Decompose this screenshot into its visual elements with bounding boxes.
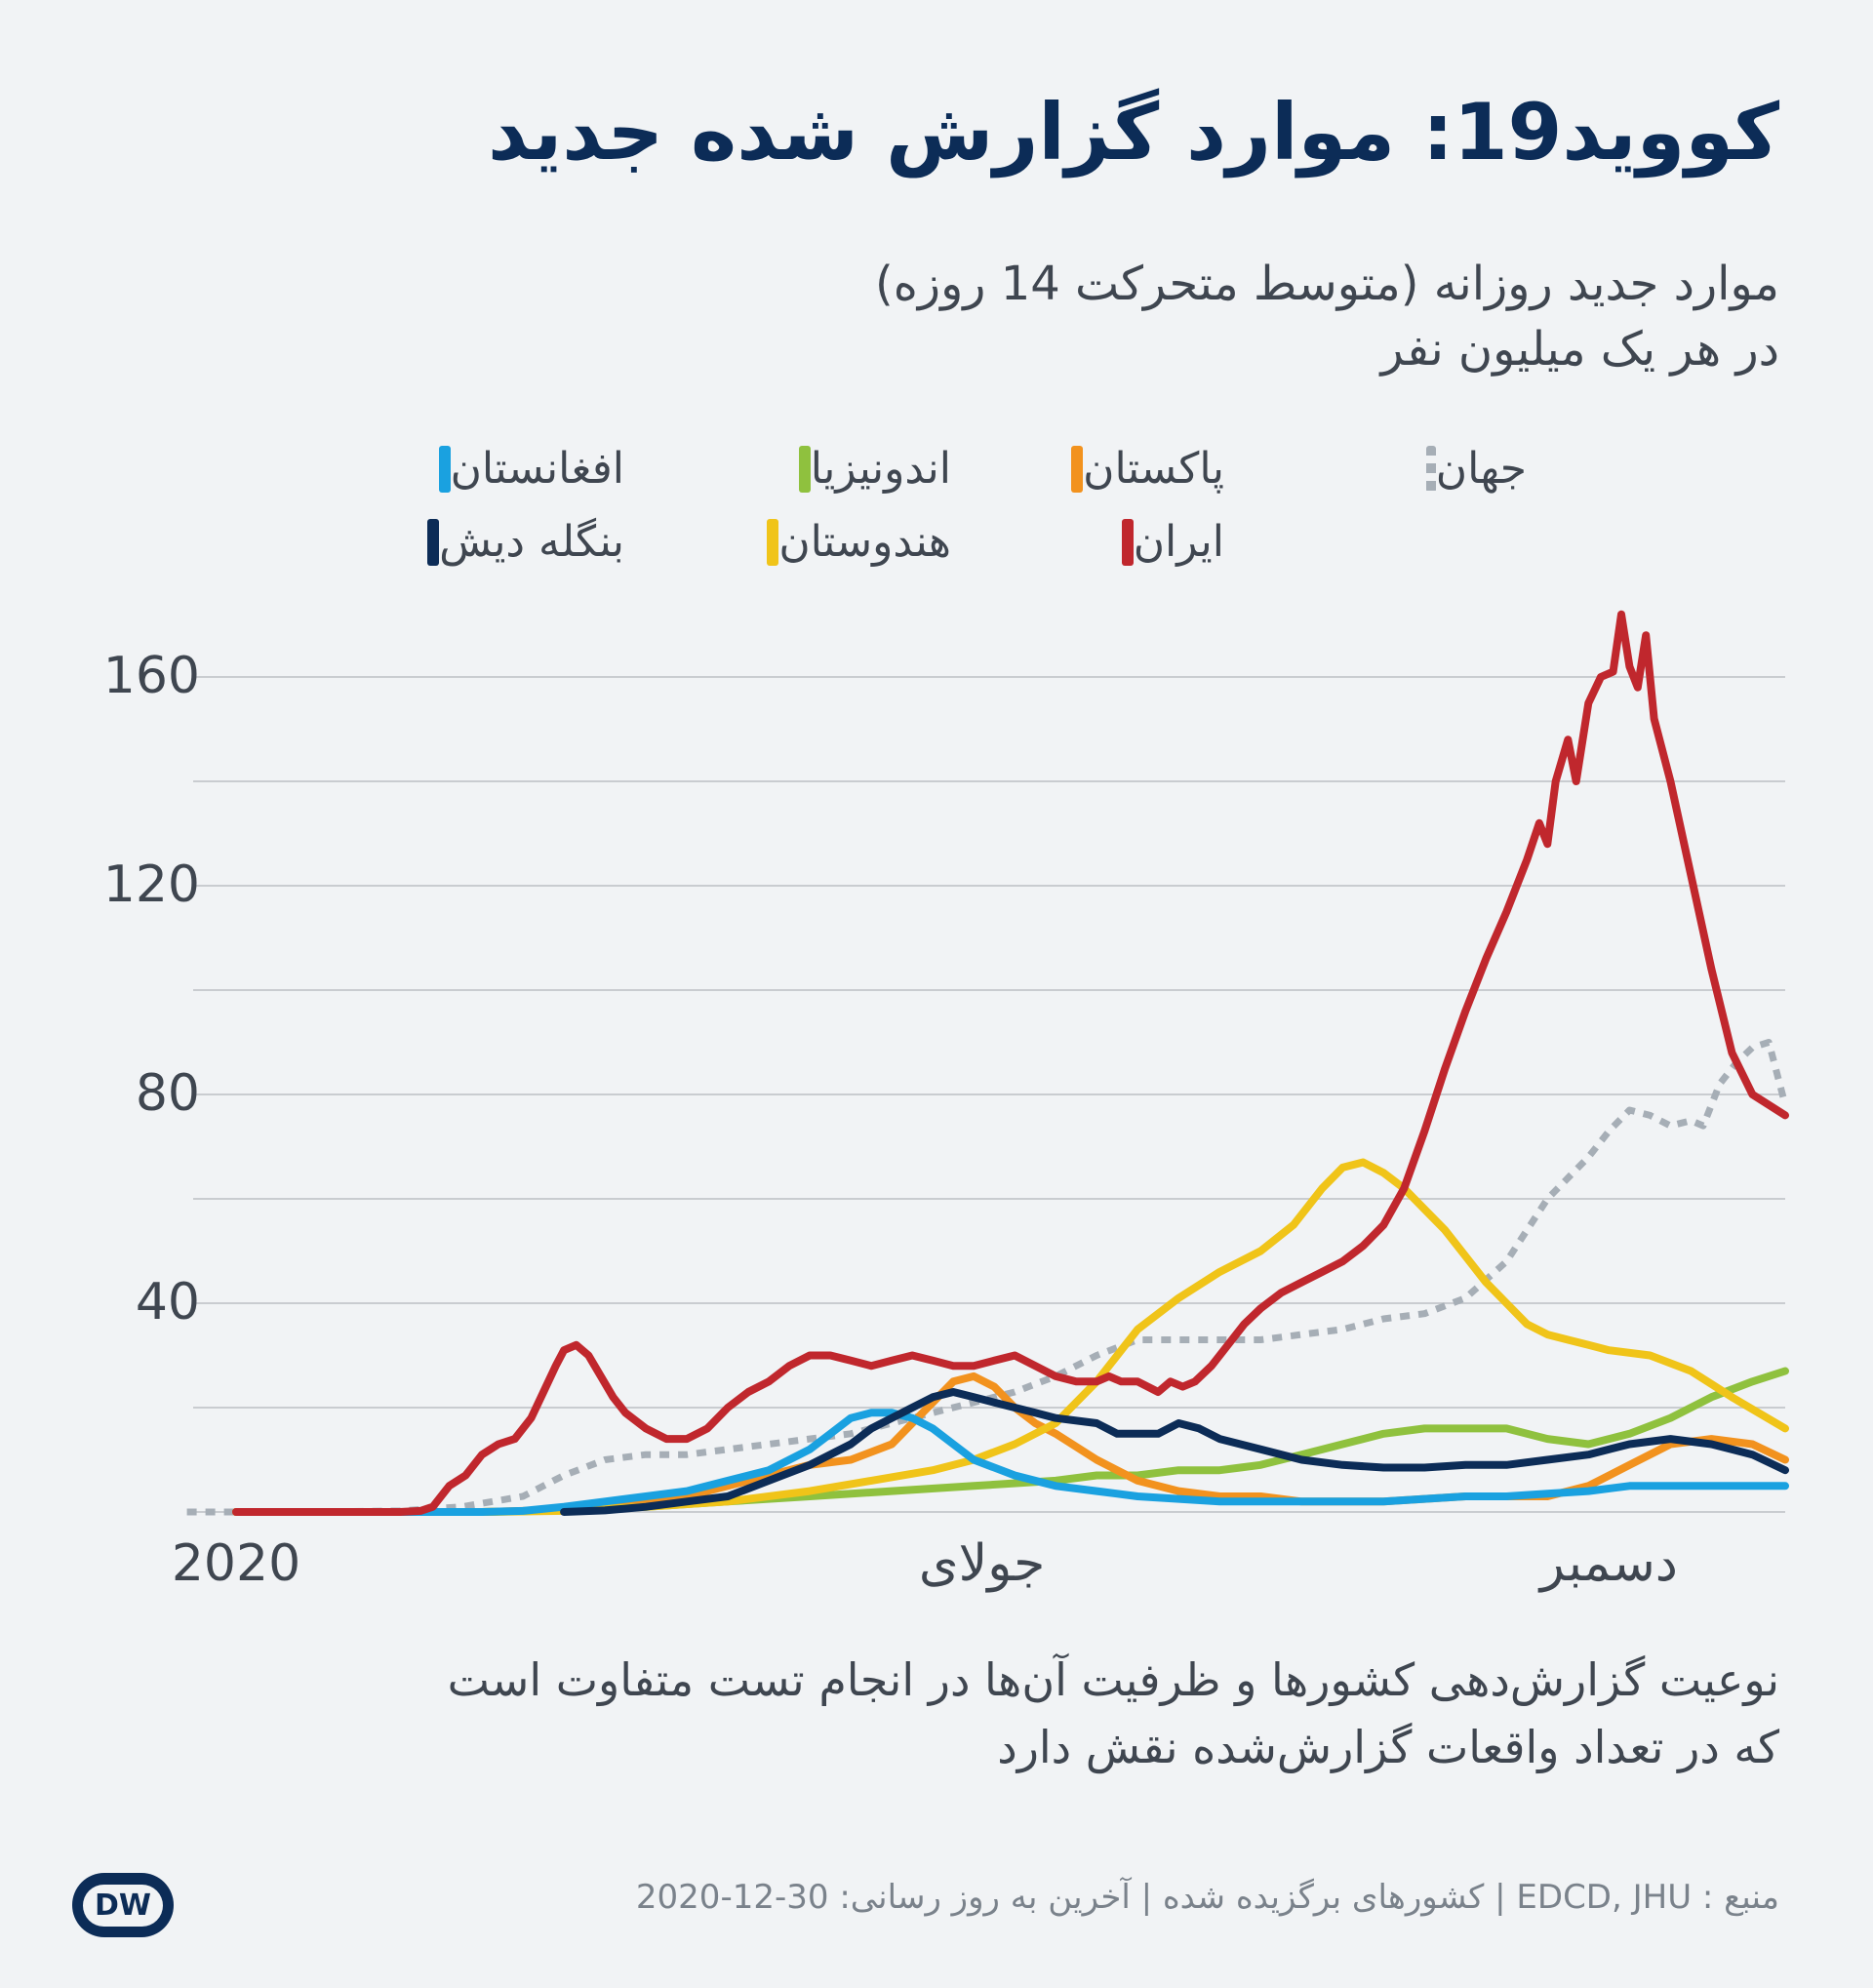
legend-label-iran: ایران: [1133, 517, 1224, 567]
chart-title: کووید19: موارد گزارش شده جدید: [488, 87, 1779, 178]
dw-logo: DW: [72, 1873, 174, 1937]
legend-swatch-bangladesh: [427, 518, 440, 566]
x-tick-label-1: جولای: [919, 1534, 1045, 1593]
dw-logo-text: DW: [83, 1884, 163, 1927]
legend-item-world: جهان: [1411, 444, 1527, 494]
y-tick-label-40: 40: [136, 1273, 200, 1332]
legend-item-bangladesh: بنگله دیش: [412, 517, 624, 567]
note-line-2: که در تعداد واقعات گزارش‌شده نقش دارد: [997, 1721, 1779, 1773]
legend-label-bangladesh: بنگله دیش: [439, 517, 624, 567]
legend-label-afghanistan: افغانستان: [450, 444, 624, 494]
legend-label-pakistan: پاکستان: [1083, 444, 1224, 494]
subtitle-line-2: در هر یک میلیون نفر: [1380, 322, 1779, 378]
note-line-1: نوعیت گزارش‌دهی کشورها و ظرفیت آن‌ها در …: [447, 1653, 1779, 1706]
series-line-iran: [232, 610, 1789, 1516]
chart-note: نوعیت گزارش‌دهی کشورها و ظرفیت آن‌ها در …: [121, 1647, 1779, 1781]
source-credit: منبع : EDCD, JHU | کشورهای برگزیده شده |…: [635, 1878, 1779, 1917]
chart-subtitle: موارد جدید روزانه (متوسط متحرکت 14 روزه)…: [511, 252, 1779, 382]
y-tick-label-80: 80: [136, 1064, 200, 1123]
legend-swatch-world: [1425, 445, 1436, 493]
y-tick-label-120: 120: [103, 855, 200, 914]
series-line-india: [232, 1158, 1789, 1516]
legend-swatch-indonesia: [798, 445, 811, 493]
legend-label-world: جهان: [1435, 444, 1527, 494]
series-line-bangladesh: [560, 1388, 1789, 1516]
legend-item-iran: ایران: [1106, 517, 1224, 567]
legend-swatch-pakistan: [1071, 445, 1084, 493]
series-line-afghanistan: [396, 1409, 1789, 1516]
legend-item-indonesia: اندونیزیا: [783, 444, 951, 494]
legend-swatch-india: [767, 518, 779, 566]
y-tick-label-160: 160: [103, 647, 200, 705]
legend-item-pakistan: پاکستان: [1056, 444, 1224, 494]
line-chart: 40 80 120 160 2020 جولای دسمبر: [103, 610, 1789, 1593]
legend-label-india: هندوستان: [778, 517, 951, 567]
x-tick-label-0: 2020: [172, 1534, 300, 1593]
legend-swatch-iran: [1121, 518, 1134, 566]
legend-item-afghanistan: افغانستان: [423, 444, 624, 494]
legend-swatch-afghanistan: [438, 445, 451, 493]
legend-item-india: هندوستان: [751, 517, 951, 567]
subtitle-line-1: موارد جدید روزانه (متوسط متحرکت 14 روزه): [875, 257, 1779, 311]
x-tick-label-2: دسمبر: [1537, 1534, 1678, 1593]
legend-label-indonesia: اندونیزیا: [810, 444, 951, 494]
series-line-world: [186, 1039, 1789, 1516]
